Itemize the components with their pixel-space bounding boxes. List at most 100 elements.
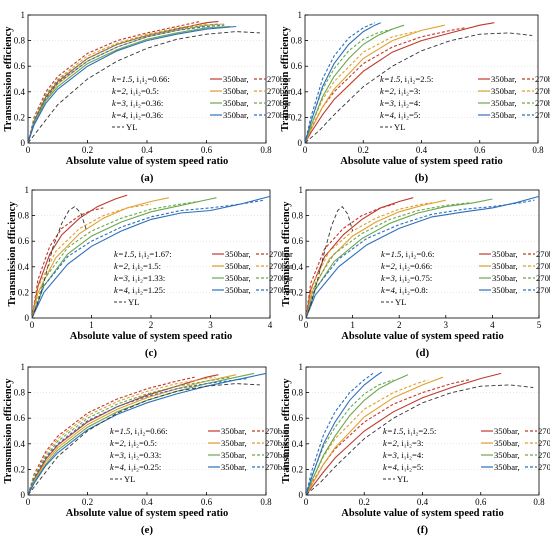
legend-solid-label: 350bar,: [223, 74, 249, 84]
series-line-270bar: [305, 203, 395, 319]
legend-label: k=1.5, i₁i₂=1.67:: [114, 249, 172, 259]
x-tick-label: 0.2: [82, 145, 93, 155]
legend-solid-label: 350bar,: [494, 438, 520, 448]
series-line-270bar: [31, 207, 104, 319]
y-tick-label: 0: [299, 313, 304, 323]
legend-ratio: i₁i₂=0.33:: [128, 450, 161, 460]
legend-k: k=3,: [383, 450, 401, 460]
legend-k: k=2,: [110, 438, 128, 448]
y-tick-label: 0: [25, 313, 30, 323]
legend-solid-label: 350bar,: [225, 261, 251, 271]
x-tick-label: 1: [350, 320, 355, 330]
x-tick-label: 0.4: [417, 497, 429, 507]
legend-solid-label: 350bar,: [492, 261, 518, 271]
y-tick-label: 1: [21, 362, 26, 372]
y-tick-label: 1: [299, 185, 304, 195]
legend-solid-label: 350bar,: [221, 426, 247, 436]
x-axis-label: Absolute value of system speed ratio: [66, 156, 228, 167]
series-line-270bar: [27, 20, 201, 144]
series-line-350bar: [304, 22, 381, 144]
x-tick-label: 0: [304, 497, 309, 507]
y-tick-label: 0.8: [291, 36, 303, 46]
series-line-350bar: [27, 372, 255, 496]
y-tick-label: 1: [21, 10, 26, 20]
x-tick-label: 0.6: [474, 145, 486, 155]
legend-label: k=1.5, i₁i₂=2.5:: [380, 74, 433, 84]
legend-k: k=3,: [112, 98, 130, 108]
legend-dash-label: 270bar: [535, 74, 550, 84]
legend-label: k=1.5, i₁i₂=2.5:: [383, 426, 436, 436]
series-line-270bar: [27, 383, 261, 496]
legend-ratio: i₁i₂=3:: [398, 86, 420, 96]
legend-ratio: i₁i₂=0.36:: [130, 98, 163, 108]
legend-k: k=1.5,: [114, 249, 139, 259]
legend-k: k=4,: [381, 285, 399, 295]
y-tick-label: 0.2: [292, 464, 303, 474]
legend-ratio: i₁i₂=0.36:: [130, 110, 163, 120]
legend-k: k=4,: [110, 462, 128, 472]
y-tick-label: 0.4: [14, 87, 26, 97]
chart-panel: 0 0.2 0.4 0.6 0.8 0 0.2 0.4 0.6 0.8 1 Absolute valu…: [3, 362, 289, 536]
legend-dash-label: 270bar: [265, 426, 289, 436]
legend-solid-label: 350bar,: [494, 450, 520, 460]
legend-label: k=3, i₁i₂=4:: [380, 98, 421, 108]
x-tick-label: 0: [26, 497, 31, 507]
legend-solid-label: 350bar,: [494, 462, 520, 472]
legend-k: k=4,: [380, 110, 398, 120]
legend-k: k=4,: [114, 285, 132, 295]
legend-yl-label: YL: [394, 122, 405, 132]
legend-solid-label: 350bar,: [223, 86, 249, 96]
y-tick-label: 0.4: [292, 439, 304, 449]
legend-k: k=1.5,: [110, 426, 135, 436]
series-line-350bar: [304, 22, 495, 144]
legend-label: k=1.5, i₁i₂=0.6:: [381, 249, 434, 259]
series-line-270bar: [31, 203, 152, 319]
legend-ratio: i₁i₂=0.6:: [406, 249, 435, 259]
series-line-350bar: [305, 374, 409, 496]
series-line-270bar: [31, 206, 88, 319]
y-tick-label: 0.4: [292, 262, 304, 272]
y-tick-label: 0.4: [18, 262, 30, 272]
legend-dash-label: 270bar: [265, 438, 289, 448]
legend-solid-label: 350bar,: [491, 74, 517, 84]
x-tick-label: 0: [304, 320, 309, 330]
legend-dash-label: 270bar: [538, 426, 550, 436]
series-line-350bar: [27, 25, 237, 144]
legend-label: k=4, i₁i₂=0.36:: [112, 110, 163, 120]
y-tick-label: 0: [298, 138, 303, 148]
legend-ratio: i₁i₂=1.25:: [132, 285, 165, 295]
y-tick-label: 0.4: [291, 87, 303, 97]
series-line-270bar: [305, 372, 374, 496]
series-line-350bar: [304, 24, 405, 144]
y-axis-label: Transmission efficiency: [280, 26, 291, 132]
y-tick-label: 0.8: [14, 388, 26, 398]
y-tick-label: 0.6: [291, 61, 303, 71]
legend-k: k=3,: [110, 450, 128, 460]
y-tick-label: 0: [299, 490, 304, 500]
series-line-350bar: [27, 372, 267, 496]
series-line-350bar: [305, 376, 444, 496]
series-line-270bar: [31, 199, 265, 319]
legend-yl-label: YL: [128, 297, 139, 307]
legend-ratio: i₁i₂=5:: [398, 110, 420, 120]
series-line-270bar: [27, 376, 195, 496]
series-line-350bar: [305, 371, 383, 496]
legend-solid-label: 350bar,: [494, 426, 520, 436]
x-tick-label: 0.2: [358, 145, 369, 155]
series-line-350bar: [27, 25, 231, 144]
x-axis-label: Absolute value of system speed ratio: [66, 508, 228, 519]
y-tick-label: 0.2: [291, 112, 302, 122]
legend-dash-label: 270bar: [538, 462, 550, 472]
x-tick-label: 2: [397, 320, 402, 330]
legend-dash-label: 270bar: [538, 438, 550, 448]
legend-ratio: i₁i₂=1.67:: [139, 249, 172, 259]
panel-label: (d): [416, 347, 430, 359]
legend-solid-label: 350bar,: [221, 450, 247, 460]
legend-solid-label: 350bar,: [225, 249, 251, 259]
series-line-270bar: [27, 23, 219, 144]
series-line-350bar: [31, 194, 128, 319]
legend-ratio: i₁i₂=4:: [398, 98, 420, 108]
legend-ratio: i₁i₂=0.75:: [399, 273, 432, 283]
legend-solid-label: 350bar,: [221, 438, 247, 448]
legend-k: k=2,: [381, 261, 399, 271]
